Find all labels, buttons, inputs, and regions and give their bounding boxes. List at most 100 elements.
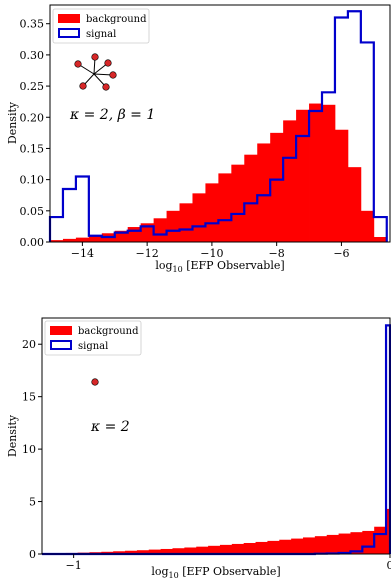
legend-label-background-bottom: background [78, 326, 139, 337]
background-bar [338, 533, 351, 554]
y-tick-label: 0.30 [20, 49, 45, 62]
background-bar [279, 539, 292, 554]
x-tick-label: −6 [333, 247, 349, 260]
background-bar [50, 240, 64, 242]
signal-step-line-top [48, 10, 388, 242]
y-tick-label: 5 [29, 496, 36, 509]
star-graph-icon [74, 53, 117, 91]
background-bar [114, 230, 129, 242]
background-bar [244, 154, 258, 242]
background-bar [309, 103, 323, 242]
y-tick-label: 0.10 [20, 174, 45, 187]
single-node-icon [91, 378, 99, 386]
legend-label-background-top: background [86, 14, 147, 25]
background-bar [113, 551, 126, 554]
background-bar [125, 550, 138, 554]
background-bar [62, 238, 77, 242]
legend-swatch-background-bottom [50, 326, 72, 335]
background-bar [374, 526, 387, 554]
y-tick-label: 20 [22, 338, 36, 351]
background-bar [303, 537, 316, 554]
background-bar [218, 173, 232, 242]
y-tick-label: 0.15 [20, 142, 45, 155]
y-tick-label: 10 [22, 443, 36, 456]
y-axis-label-bottom: Density [6, 414, 19, 457]
plot-area-bottom [42, 318, 390, 554]
background-bar [140, 223, 155, 242]
background-bar [296, 109, 310, 242]
background-bar [179, 203, 193, 242]
background-bar [350, 532, 363, 554]
background-bar [205, 183, 219, 242]
background-bars-top [50, 103, 388, 242]
plot-frame-bottom [41, 317, 391, 555]
background-bar [192, 193, 206, 242]
background-bar [283, 120, 297, 242]
panel-top: −14 −12 −10 −8 −6 0.000.050.100.150.200.250.… [6, 4, 391, 274]
background-bar [347, 167, 362, 242]
background-bar [88, 235, 103, 242]
background-bar [184, 547, 197, 554]
x-tick-label: −8 [269, 247, 285, 260]
annotation-bottom: κ = 2 [90, 419, 130, 435]
background-bar [75, 237, 90, 242]
panel-bottom: −1 0 0 5 10 15 20 log10 [EFP Observable] Dens… [6, 317, 391, 579]
background-bar [334, 129, 349, 242]
y-axis-ticks-top: 0.00 0.05 0.10 0.15 0.20 0.25 0.30 0.35 [20, 18, 50, 249]
background-bar [243, 542, 256, 554]
background-bar [231, 164, 245, 242]
y-tick-label: 0.25 [20, 80, 45, 93]
background-bar [255, 541, 268, 554]
background-bar [267, 540, 280, 554]
background-bar [127, 227, 142, 242]
background-bar [148, 549, 162, 554]
background-bar [166, 210, 180, 242]
legend-swatch-background-top [58, 14, 80, 23]
background-bar [362, 530, 375, 554]
legend-label-signal-top: signal [86, 29, 116, 40]
legend-swatch-signal-bottom [50, 340, 72, 350]
annotation-top: κ = 2, β = 1 [69, 107, 155, 123]
x-tick-label: −12 [136, 247, 159, 260]
background-bar [153, 218, 167, 242]
y-axis-label-top: Density [6, 101, 19, 144]
y-tick-label: 0 [29, 548, 36, 561]
background-bar [326, 534, 339, 554]
y-tick-label: 0.00 [20, 236, 45, 249]
x-tick-label: −1 [66, 559, 82, 572]
y-axis-ticks-bottom: 0 5 10 15 20 [22, 338, 42, 561]
legend-bottom: background signal [44, 320, 142, 356]
background-bar [160, 548, 173, 554]
x-axis-ticks-top: −14 −12 −10 −8 −6 [71, 242, 350, 260]
x-tick-label: −14 [71, 247, 94, 260]
background-bar [136, 550, 150, 554]
y-tick-label: 0.20 [20, 111, 45, 124]
background-bar [172, 548, 185, 554]
legend-label-signal-bottom: signal [78, 341, 108, 352]
background-bar [386, 508, 391, 554]
background-bar [231, 543, 245, 554]
background-bar [291, 538, 304, 554]
x-axis-ticks-bottom: −1 0 [66, 554, 391, 572]
legend-swatch-signal-top [58, 28, 80, 38]
plot-frame-top [49, 4, 391, 243]
background-bar [196, 546, 209, 554]
background-bar [322, 104, 336, 242]
legend-top: background signal [52, 8, 150, 44]
background-bar [314, 536, 328, 554]
background-bar [101, 551, 114, 554]
background-bar [270, 132, 284, 242]
y-tick-label: 0.05 [20, 205, 45, 218]
background-bar [360, 210, 375, 242]
background-bar [373, 237, 388, 242]
x-tick-label: −10 [200, 247, 223, 260]
background-bar [208, 545, 221, 554]
y-tick-label: 0.35 [20, 18, 45, 31]
background-bar [257, 143, 271, 242]
background-bar [219, 544, 233, 554]
x-axis-label-bottom: log10 [EFP Observable] [151, 565, 280, 579]
y-tick-label: 15 [22, 391, 36, 404]
x-tick-label: 0 [387, 559, 391, 572]
x-axis-label-top: log10 [EFP Observable] [155, 259, 284, 274]
